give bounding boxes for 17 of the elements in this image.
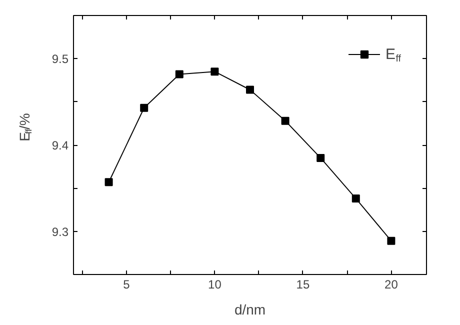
point [387, 236, 396, 245]
x-tick-label: 20 [384, 278, 398, 292]
x-axis-title: d/nm [234, 302, 266, 318]
y-tick-label: 9.4 [52, 138, 69, 152]
y-tick-label: 9.5 [52, 52, 69, 66]
point [210, 68, 219, 76]
point [140, 104, 148, 112]
y-tick-label: 9.3 [52, 224, 69, 239]
point [175, 70, 184, 78]
point [352, 194, 360, 203]
x-tick-label: 5 [123, 278, 130, 292]
x-tick-label: 10 [208, 278, 222, 292]
point [104, 178, 113, 186]
point [316, 154, 325, 162]
x-tick-label: 15 [296, 278, 310, 292]
point [246, 86, 254, 94]
point [281, 116, 290, 125]
